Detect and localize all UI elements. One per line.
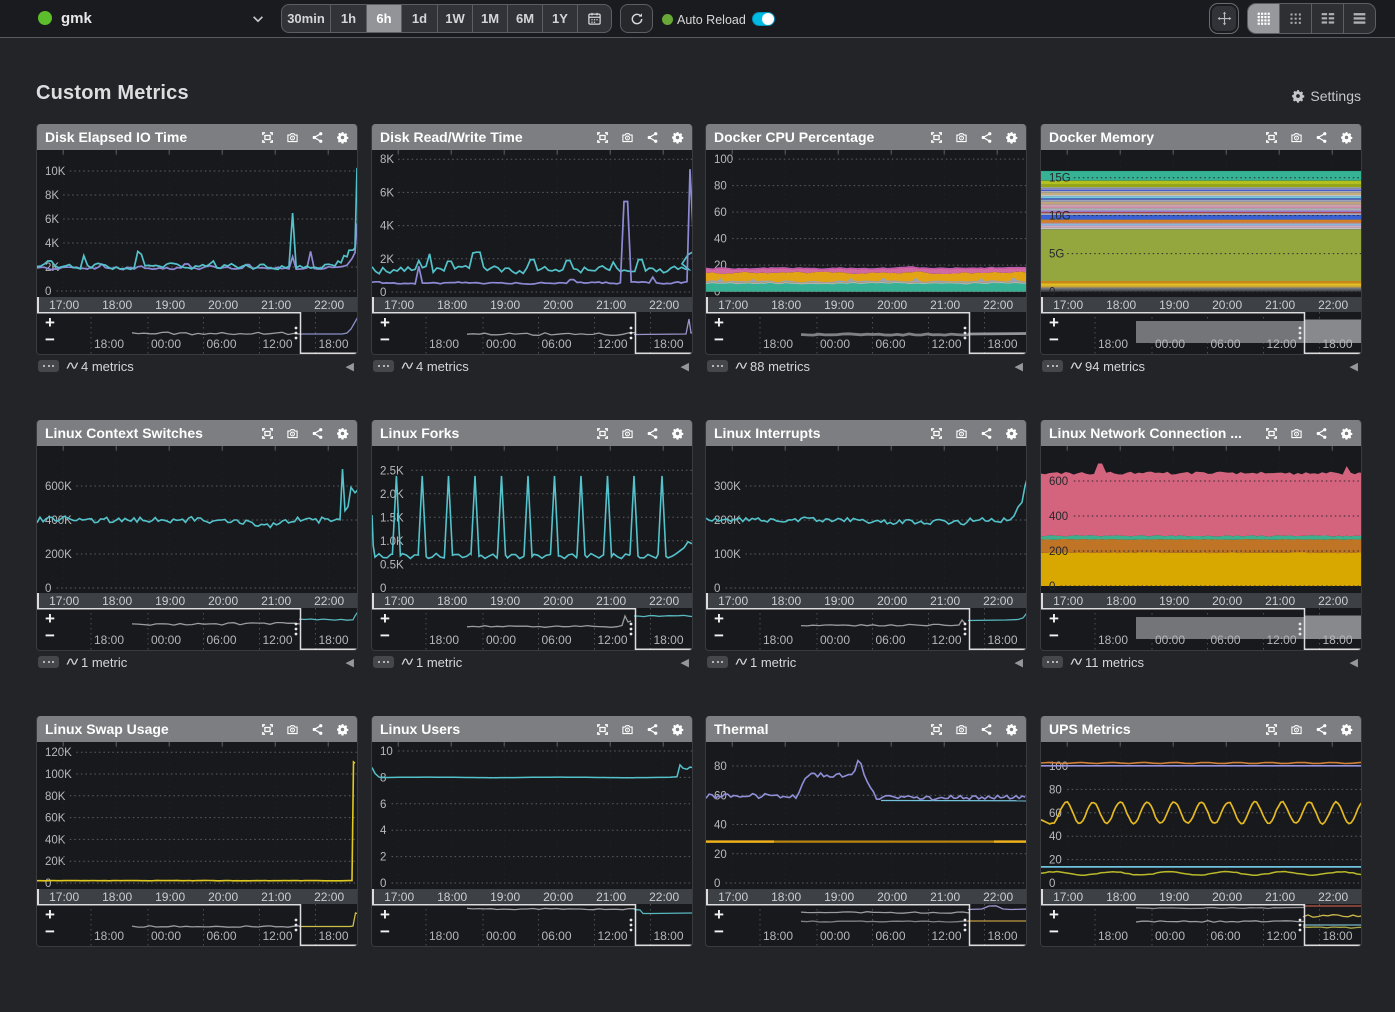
svg-text:4K: 4K — [45, 238, 59, 250]
svg-text:6: 6 — [380, 799, 386, 811]
svg-text:2K: 2K — [45, 262, 59, 274]
svg-text:0: 0 — [45, 286, 51, 297]
svg-text:60K: 60K — [45, 813, 66, 825]
svg-text:0.5K: 0.5K — [380, 559, 404, 571]
svg-text:200K: 200K — [45, 549, 72, 561]
svg-text:20: 20 — [1049, 855, 1062, 867]
svg-text:0: 0 — [380, 287, 386, 297]
svg-text:80K: 80K — [45, 791, 66, 803]
svg-text:600: 600 — [1049, 476, 1068, 488]
svg-text:100K: 100K — [714, 549, 741, 561]
svg-text:8: 8 — [380, 772, 386, 784]
svg-text:4K: 4K — [380, 221, 394, 233]
svg-text:400: 400 — [1049, 511, 1068, 523]
svg-text:10K: 10K — [45, 166, 66, 178]
svg-text:0: 0 — [714, 287, 720, 297]
svg-text:100: 100 — [714, 154, 733, 166]
svg-text:0: 0 — [714, 878, 720, 889]
svg-text:2.5K: 2.5K — [380, 465, 404, 477]
svg-text:15G: 15G — [1049, 173, 1071, 185]
svg-text:120K: 120K — [45, 747, 72, 759]
svg-text:80: 80 — [714, 181, 727, 193]
svg-text:1.5K: 1.5K — [380, 512, 404, 524]
svg-text:20: 20 — [714, 849, 727, 861]
svg-text:40K: 40K — [45, 834, 66, 846]
svg-text:100K: 100K — [45, 769, 72, 781]
svg-text:0: 0 — [1049, 287, 1055, 297]
svg-text:0: 0 — [714, 583, 720, 593]
svg-text:4: 4 — [380, 825, 387, 837]
svg-text:300K: 300K — [714, 481, 741, 493]
svg-text:8K: 8K — [380, 154, 394, 166]
svg-text:6K: 6K — [45, 214, 59, 226]
svg-text:0: 0 — [1049, 581, 1055, 593]
svg-text:200: 200 — [1049, 546, 1068, 558]
svg-text:2K: 2K — [380, 254, 394, 266]
svg-text:0: 0 — [1049, 878, 1055, 889]
svg-text:2.0K: 2.0K — [380, 489, 404, 501]
svg-text:5G: 5G — [1049, 249, 1064, 261]
svg-text:600K: 600K — [45, 481, 72, 493]
svg-text:0: 0 — [380, 878, 386, 889]
svg-text:10: 10 — [380, 746, 393, 758]
svg-text:10G: 10G — [1049, 211, 1071, 223]
svg-text:80: 80 — [1049, 784, 1062, 796]
svg-text:40: 40 — [714, 820, 727, 832]
svg-text:0: 0 — [45, 583, 51, 593]
svg-text:2: 2 — [380, 852, 386, 864]
svg-text:40: 40 — [714, 234, 727, 246]
svg-text:8K: 8K — [45, 190, 59, 202]
svg-text:6K: 6K — [380, 187, 394, 199]
svg-text:80: 80 — [714, 761, 727, 773]
svg-text:60: 60 — [714, 207, 727, 219]
svg-text:20K: 20K — [45, 856, 66, 868]
svg-text:200K: 200K — [714, 515, 741, 527]
svg-text:40: 40 — [1049, 831, 1062, 843]
svg-text:0: 0 — [380, 583, 386, 593]
svg-text:60: 60 — [1049, 808, 1062, 820]
svg-text:0: 0 — [45, 878, 51, 889]
